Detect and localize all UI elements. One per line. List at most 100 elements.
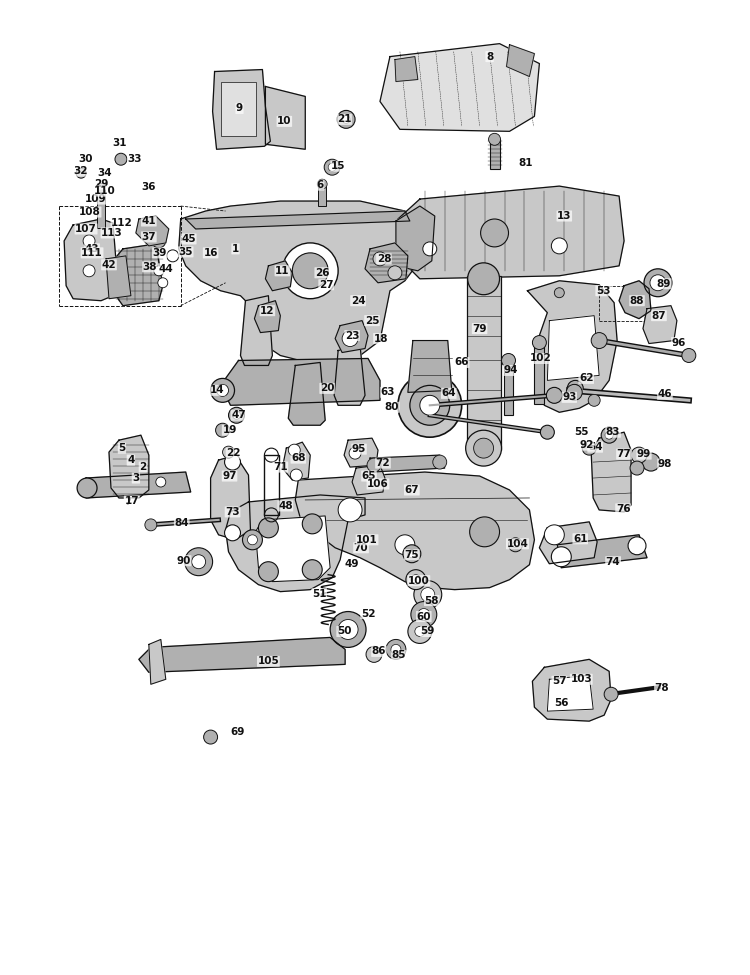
Circle shape [192,555,206,568]
Circle shape [682,348,696,363]
Polygon shape [370,455,445,472]
Circle shape [217,384,229,397]
Circle shape [420,395,440,415]
Text: 18: 18 [374,333,388,343]
Circle shape [591,332,608,348]
Text: 112: 112 [111,218,133,228]
Circle shape [406,569,426,590]
Polygon shape [506,45,535,76]
Text: 20: 20 [320,383,334,393]
Circle shape [145,519,157,530]
Circle shape [391,644,401,654]
Circle shape [414,581,442,608]
Polygon shape [408,340,452,392]
Polygon shape [335,321,368,353]
Text: 95: 95 [352,445,366,454]
Polygon shape [109,435,148,498]
Circle shape [572,384,579,392]
Text: 56: 56 [554,698,568,708]
Text: 65: 65 [362,471,376,481]
Polygon shape [296,472,535,590]
Text: 47: 47 [231,410,246,420]
Polygon shape [113,244,163,306]
Circle shape [554,288,564,297]
Text: 25: 25 [364,316,380,326]
Text: 86: 86 [372,646,386,656]
Text: 101: 101 [356,535,378,545]
Circle shape [468,263,500,294]
Circle shape [544,525,564,545]
Circle shape [512,542,518,548]
Text: 85: 85 [392,650,406,660]
Text: 14: 14 [210,385,225,395]
Circle shape [408,550,416,558]
Polygon shape [548,676,593,711]
Text: 33: 33 [128,154,142,164]
Polygon shape [619,281,651,319]
Circle shape [366,646,382,662]
Text: 100: 100 [408,575,430,586]
Circle shape [302,560,322,580]
Text: 2: 2 [140,462,146,472]
Text: 27: 27 [319,280,334,290]
Circle shape [403,545,421,563]
Text: 49: 49 [345,559,359,568]
Text: 75: 75 [404,550,419,560]
Text: 46: 46 [658,389,672,400]
Circle shape [367,458,381,472]
Text: 31: 31 [112,138,128,148]
Text: 5: 5 [118,444,125,453]
Polygon shape [136,216,169,246]
Polygon shape [539,522,597,564]
Circle shape [115,153,127,165]
Text: 72: 72 [376,458,390,468]
Text: 77: 77 [616,449,632,459]
Circle shape [248,535,257,545]
Text: 26: 26 [315,268,329,278]
Text: 80: 80 [385,403,399,412]
Circle shape [582,441,596,455]
Text: 79: 79 [472,324,487,333]
Circle shape [466,430,502,466]
Circle shape [166,250,178,262]
Circle shape [259,562,278,582]
Text: 24: 24 [351,295,365,306]
Text: 43: 43 [85,244,99,254]
Polygon shape [532,659,611,722]
Circle shape [388,266,402,280]
Text: 76: 76 [616,504,631,514]
Text: 81: 81 [518,158,532,169]
Polygon shape [395,57,418,82]
Text: 51: 51 [312,589,326,599]
Circle shape [242,529,262,550]
Circle shape [411,574,421,585]
Text: 23: 23 [345,331,359,340]
Text: 10: 10 [277,116,292,127]
Polygon shape [548,316,599,380]
Text: 54: 54 [588,442,602,452]
Polygon shape [178,201,420,361]
Text: 71: 71 [273,462,288,472]
Circle shape [288,445,300,456]
Circle shape [83,265,95,277]
Circle shape [302,514,322,534]
Text: 21: 21 [337,114,351,125]
Text: 29: 29 [94,179,108,189]
Text: 42: 42 [102,259,116,270]
Text: 16: 16 [203,248,217,257]
Text: 70: 70 [354,543,368,553]
Text: 39: 39 [152,248,167,257]
Circle shape [211,378,235,403]
Circle shape [373,252,387,266]
Text: 89: 89 [657,279,671,289]
Circle shape [152,234,166,248]
Polygon shape [557,535,647,567]
Text: 84: 84 [175,518,189,527]
Text: 12: 12 [260,305,274,316]
Circle shape [338,498,362,522]
Text: 96: 96 [672,337,686,347]
Circle shape [338,110,355,129]
Text: 98: 98 [658,459,672,469]
Text: 66: 66 [454,358,469,368]
Text: 35: 35 [178,247,193,256]
